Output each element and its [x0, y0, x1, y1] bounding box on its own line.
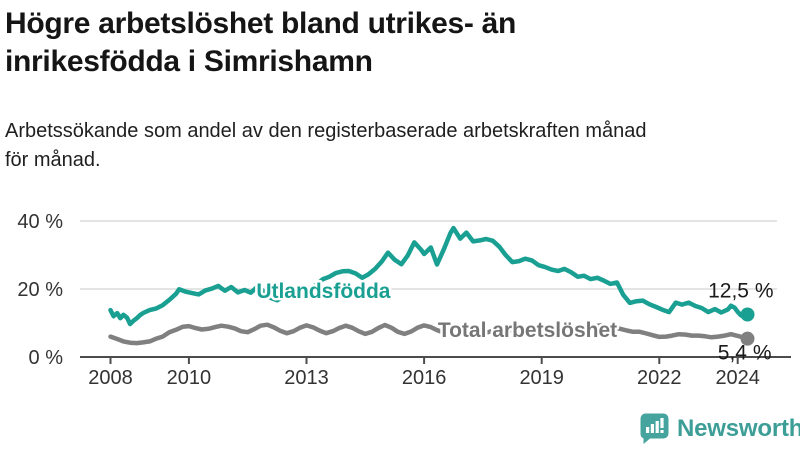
y-axis-tick-label: 20 %: [17, 279, 63, 301]
title-line-1: Högre arbetslöshet bland utrikes- än: [5, 7, 516, 40]
newsworthy-logo: Newsworthy: [639, 412, 800, 445]
line-series-0: [108, 225, 750, 327]
page-title: Högre arbetslöshet bland utrikes- än inr…: [5, 5, 725, 81]
x-axis-tick-label: 2024: [715, 367, 760, 389]
x-axis-tick-label: 2010: [167, 367, 212, 389]
x-axis-tick-label: 2008: [88, 367, 133, 389]
brand-name: Newsworthy: [677, 414, 800, 442]
subtitle-line-1: Arbetssökande som andel av den registerb…: [5, 120, 647, 142]
end-value-annotation-0: 12,5 %: [708, 280, 773, 303]
bar-chart-speech-bubble-icon: [640, 413, 669, 444]
series-label-0: Utlandsfödda: [256, 280, 390, 303]
x-axis-tick-label: 2013: [284, 367, 329, 389]
series-end-dot-0: [740, 307, 755, 322]
y-axis-tick-label: 40 %: [17, 211, 63, 233]
unemployment-line-chart: 0 % 20 % 40 % 2008 2010 2013 2016 2019 2022 2024 U…: [17, 211, 791, 389]
series-end-dot-1: [740, 331, 755, 346]
line-series-1: [108, 322, 750, 346]
x-axis-tick-label: 2016: [402, 367, 447, 389]
x-axis-tick-label: 2022: [637, 367, 682, 389]
y-axis-tick-label: 0 %: [29, 347, 64, 369]
title-line-2: inrikesfödda i Simrishamn: [5, 45, 373, 78]
subtitle-line-2: för månad.: [5, 149, 101, 171]
series-label-1: Total arbetslöshet: [438, 319, 617, 342]
x-axis-tick-label: 2019: [519, 367, 564, 389]
chart-subtitle: Arbetssökande som andel av den registerb…: [5, 117, 795, 175]
end-value-annotation-1: 5,4 %: [718, 342, 772, 365]
